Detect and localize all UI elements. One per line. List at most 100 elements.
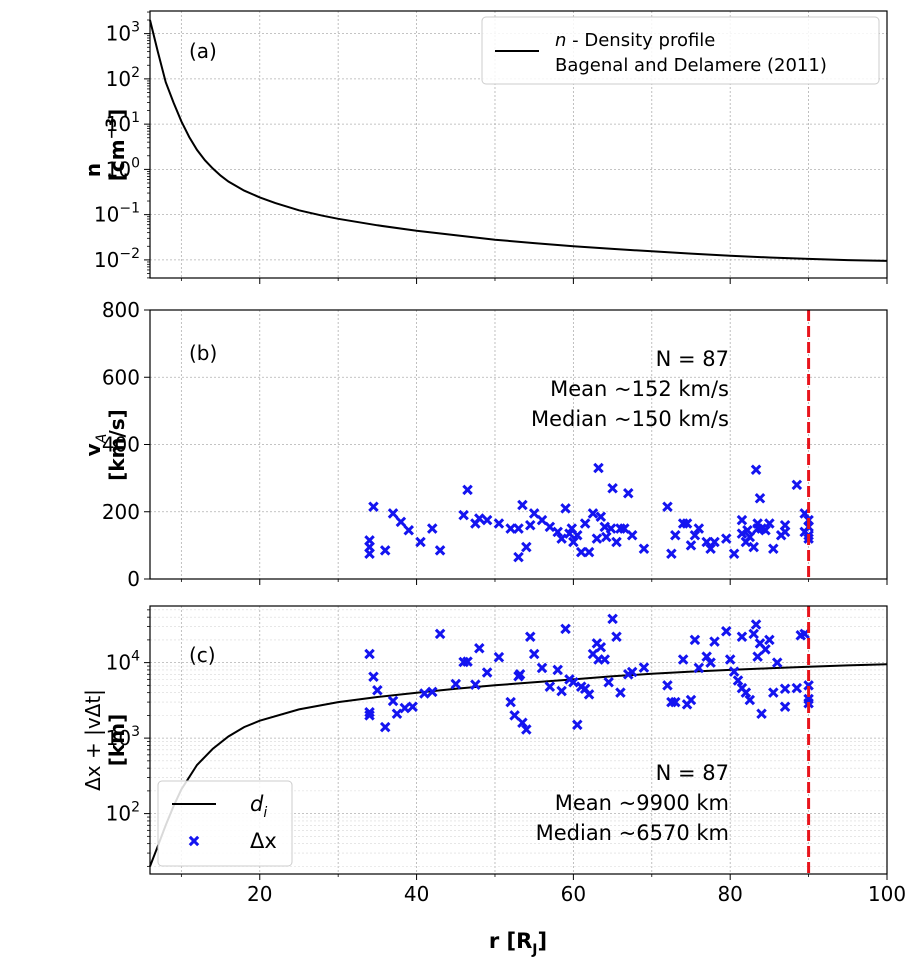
data-point [693,662,705,674]
data-point [434,545,446,556]
legend-entry-line2: Bagenal and Delamere (2011) [555,55,827,76]
data-point [768,687,779,698]
data-point [387,508,399,519]
data-point [677,654,689,665]
panel-c-legend: di Δx [157,780,293,867]
data-point [728,666,740,677]
data-point [505,523,516,534]
panel-c-y-ticks: 102 103 104 [106,609,150,867]
y-tick-label: 10−1 [94,201,140,227]
data-point [760,644,771,655]
x-tick-label: 40 [404,882,429,906]
panel-a: 103 102 101 100 10−1 10−2 (a) n - Density pro… [81,10,888,284]
data-point [619,523,630,534]
data-point [791,682,803,694]
data-point [611,631,622,643]
panel-a-y-ticks: 103 102 101 100 10−1 10−2 [94,11,150,279]
panel-a-legend: n - Density profile Bagenal and Delamere… [481,16,880,85]
data-point [434,628,446,640]
data-point [771,657,783,668]
y-tick-label: 100 [106,155,140,181]
data-point [419,688,430,699]
panel-b-ylabel-line1: vA [81,434,110,457]
data-point [732,675,744,686]
data-point [689,634,701,646]
data-point [779,701,791,713]
data-point [521,724,532,735]
panel-b-y-ticks: 0 200 400 600 800 [102,298,150,591]
data-point [544,681,556,692]
data-point [689,530,701,541]
data-point [750,619,762,630]
data-point [462,484,473,496]
panel-c-label: (c) [189,643,216,667]
data-point [662,501,673,512]
data-point [544,521,556,533]
panel-a-ylabel: n [81,163,105,177]
legend-marker-label-text: Δx [250,829,277,853]
panel-a-ylabel-line2: [cm−3] [104,109,129,181]
data-point [517,499,528,511]
y-tick-label: 103 [106,724,140,750]
panel-b-label: (b) [189,341,217,365]
panel-c-annotation: N = 87 Mean ~9900 km Median ~6570 km [536,761,729,845]
data-point [481,667,493,678]
data-point [709,536,720,548]
data-point [605,523,617,534]
x-tick-label: 60 [561,882,586,906]
y-tick-label: 600 [102,365,140,389]
panel-b-ylabel-line2: [km/s] [105,409,129,481]
data-point [566,523,578,534]
data-point [513,551,524,563]
legend-box [157,780,293,867]
data-point [626,530,638,541]
data-point [470,679,481,690]
data-point [587,508,599,519]
panel-a-x-ticks [180,278,888,284]
data-point [593,462,604,474]
data-point [685,694,697,706]
panel-c: 102 103 104 20 40 60 80 100 (c) N = 87 Mean ~9… [81,605,906,958]
annotation-mean: Mean ~152 km/s [550,377,729,401]
data-point [505,696,516,708]
data-point [744,694,756,706]
data-point [728,548,740,560]
data-point [379,721,391,733]
x-axis-label-sub: J [531,942,537,958]
data-point [568,536,579,548]
panel-a-ylabel-close: ] [105,109,129,118]
data-point [709,636,720,647]
data-point [779,683,791,695]
data-point [803,680,814,691]
data-point [514,669,526,680]
data-point [721,626,732,637]
data-point [493,518,505,529]
data-point [607,482,618,494]
data-point [572,719,583,731]
data-point [615,687,626,698]
data-point [748,628,759,640]
data-point [513,523,524,534]
legend-marker-swatch [188,835,200,847]
x-axis-label-main: r [R [489,929,532,953]
data-point [670,530,681,541]
panel-c-grid [150,606,888,874]
data-point [521,541,532,553]
data-point [368,671,379,683]
panel-c-ylabel-line1: Δx + |vΔt| [81,689,105,791]
panel-a-frame [149,10,888,279]
legend-line-label: di [250,792,267,821]
data-point [568,676,579,688]
density-curve [149,19,888,262]
data-point [750,464,762,475]
x-tick-label: 20 [247,882,272,906]
data-point [474,642,485,654]
data-point [415,536,426,548]
panel-b: 0 200 400 600 800 (b) N = 87 Mean ~152 km/s … [81,298,888,591]
data-point [742,524,753,536]
legend-line-label-main: d [250,792,264,816]
y-tick-label: 400 [102,433,140,457]
data-point [752,651,763,662]
data-point [595,511,607,523]
